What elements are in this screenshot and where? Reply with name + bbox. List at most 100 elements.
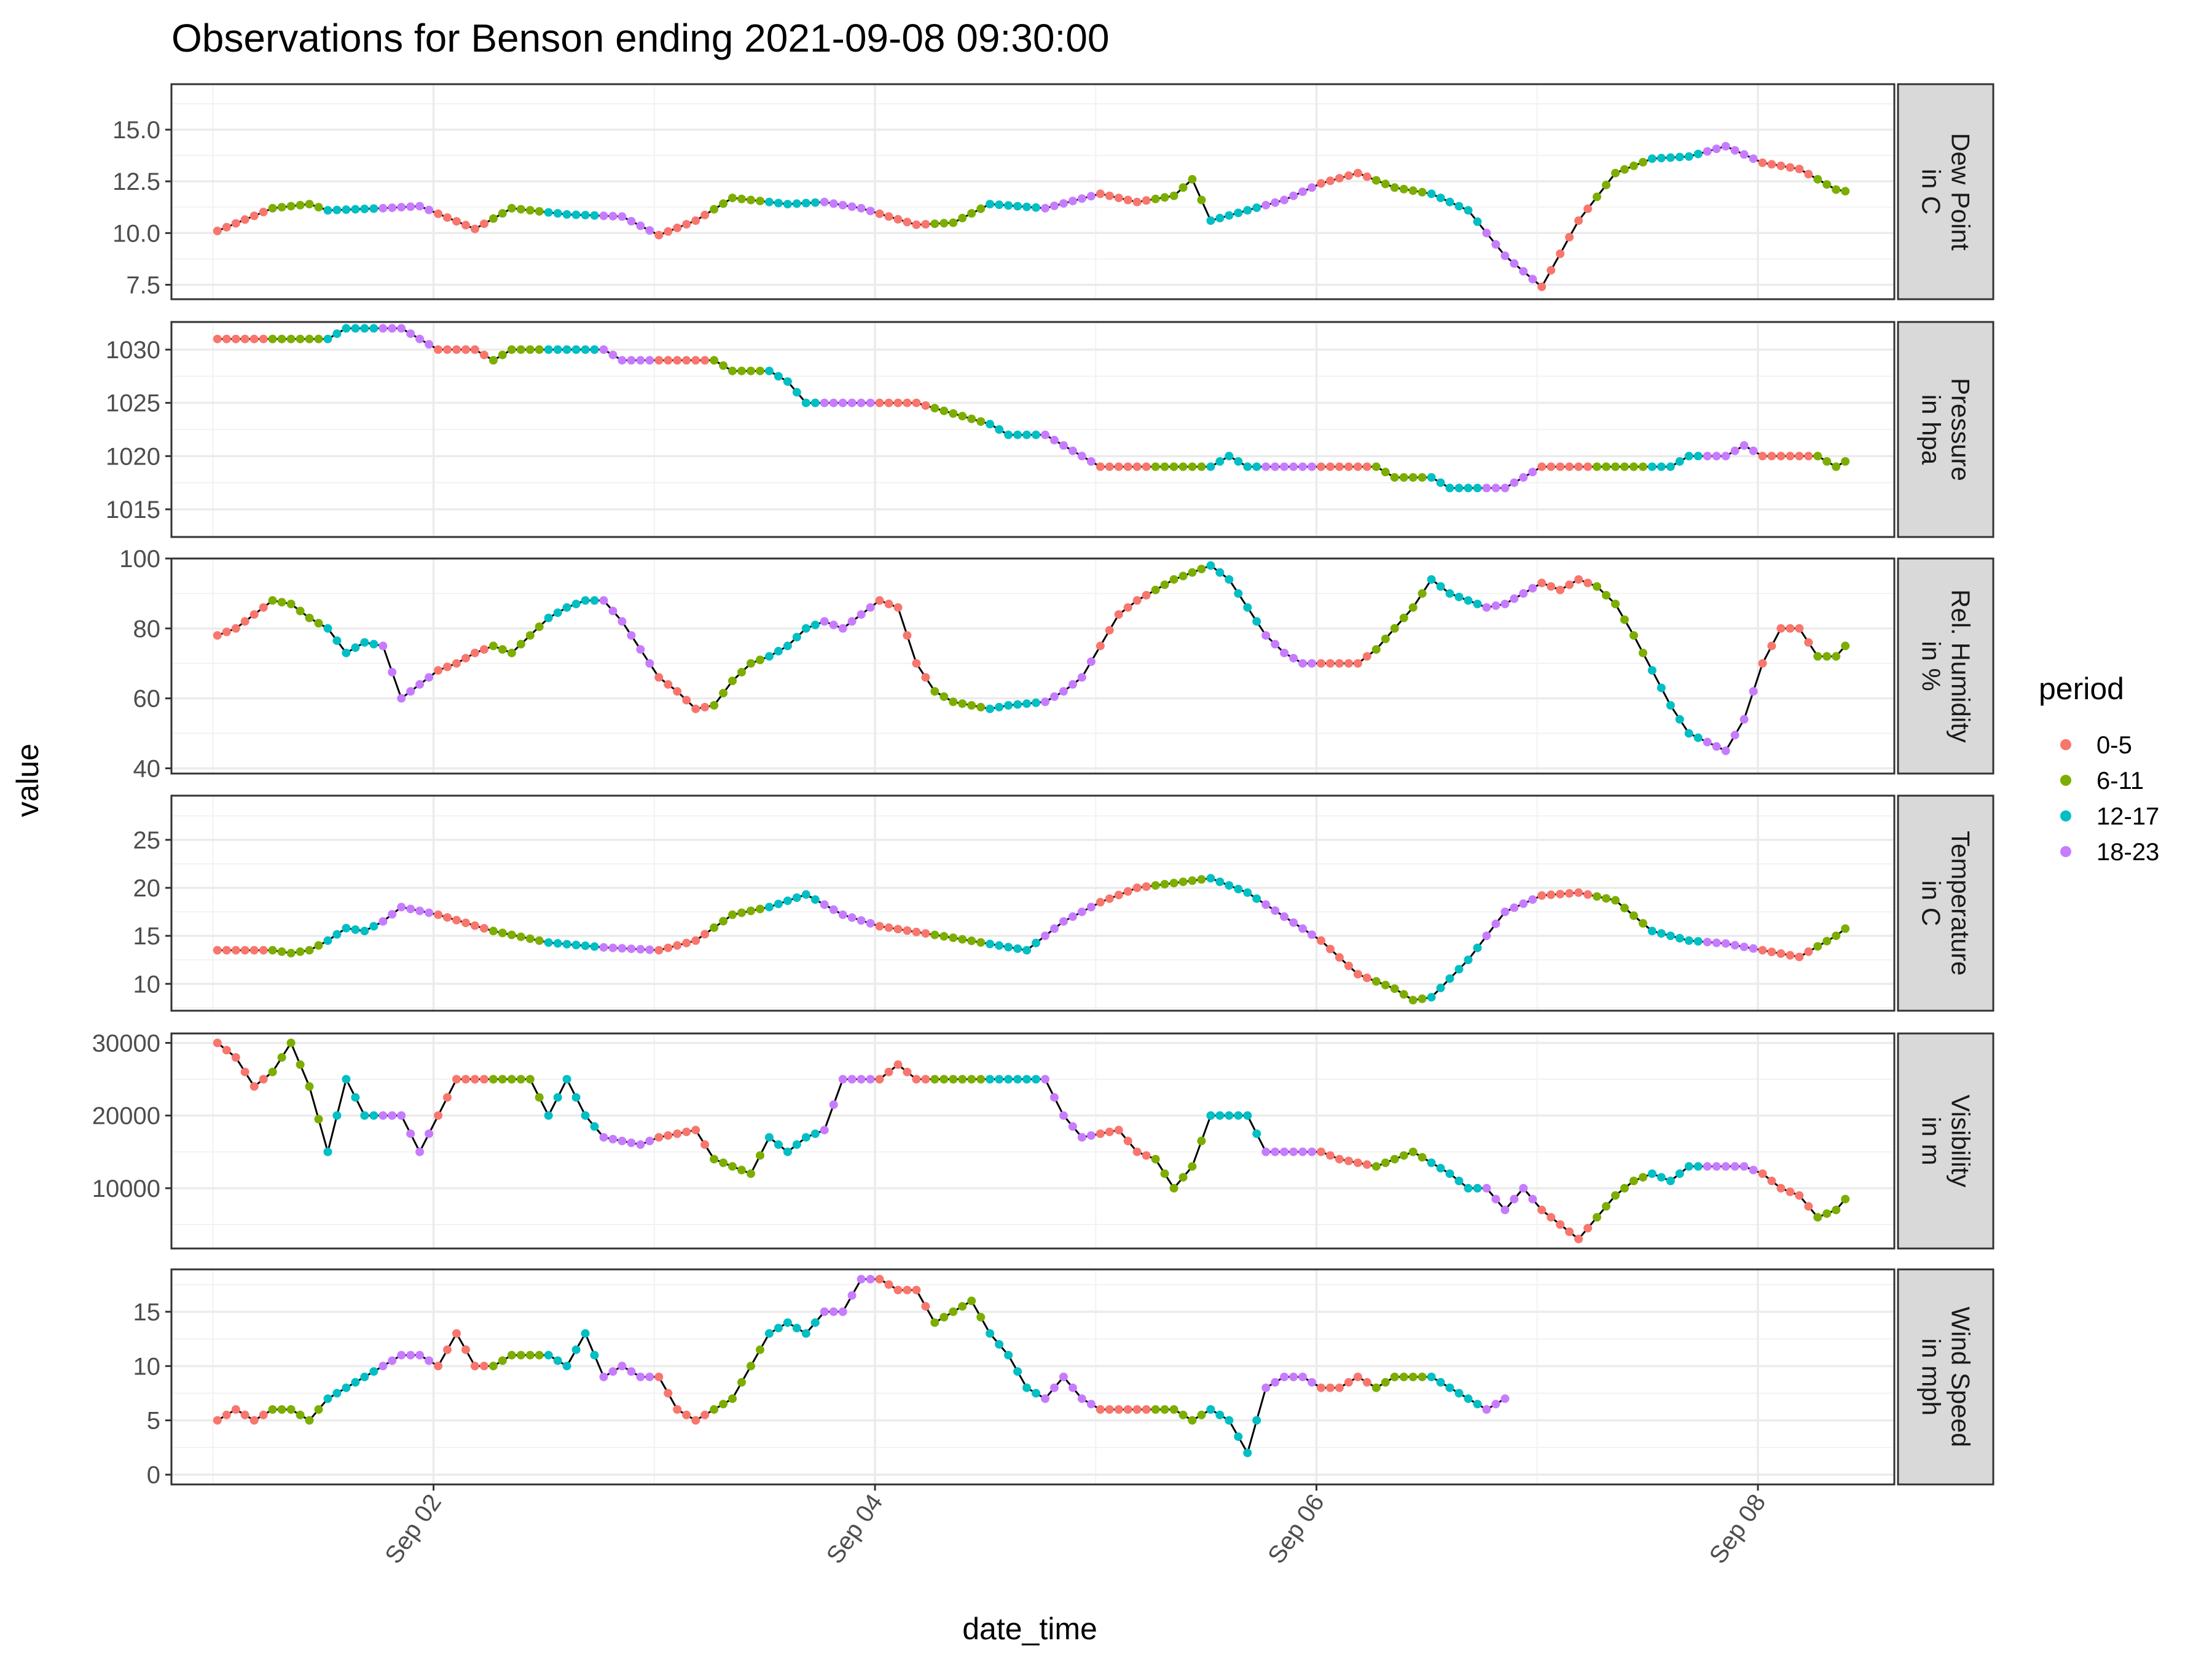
data-point <box>1675 715 1684 724</box>
data-point <box>1758 1169 1767 1178</box>
data-point <box>1068 446 1077 455</box>
data-point <box>1225 452 1234 461</box>
data-point <box>388 910 397 919</box>
data-point <box>949 697 958 707</box>
data-point <box>719 917 728 926</box>
data-point <box>1666 931 1675 941</box>
data-point <box>1132 884 1142 892</box>
data-point <box>1418 1153 1427 1162</box>
data-point <box>1280 1147 1289 1156</box>
data-point <box>1408 603 1418 612</box>
data-point <box>1308 462 1316 471</box>
data-point <box>1151 1154 1160 1164</box>
data-point <box>1721 939 1730 948</box>
data-point <box>1004 1075 1013 1084</box>
data-point <box>1049 692 1059 701</box>
data-point <box>1225 881 1234 890</box>
data-point <box>360 1111 369 1120</box>
data-point <box>1832 462 1841 471</box>
data-point <box>756 656 764 664</box>
data-point <box>1252 617 1261 626</box>
data-point <box>1169 575 1179 584</box>
data-point <box>1482 931 1491 941</box>
data-point <box>507 930 516 939</box>
data-point <box>581 211 590 220</box>
data-point <box>1500 907 1510 917</box>
data-point <box>1657 929 1666 938</box>
data-point <box>296 200 305 210</box>
series-line <box>217 877 1846 1002</box>
y-tick-label: 15.0 <box>112 117 160 144</box>
data-point <box>995 941 1004 950</box>
data-point <box>434 910 443 919</box>
data-point <box>1041 697 1049 707</box>
data-point <box>249 334 259 343</box>
data-point <box>1032 1389 1040 1398</box>
data-point <box>1077 1394 1086 1403</box>
data-point <box>1537 578 1547 587</box>
data-point <box>618 356 627 365</box>
y-tick-label: 20 <box>133 875 161 902</box>
data-point <box>1362 1160 1371 1169</box>
data-point <box>1335 953 1344 962</box>
data-point <box>479 350 488 359</box>
facet-strip-label: Wind Speedin mph <box>1917 1307 1975 1448</box>
y-tick-label: 1015 <box>106 496 160 523</box>
data-point <box>691 1416 700 1425</box>
data-point <box>507 1075 516 1084</box>
data-point <box>1620 903 1629 912</box>
data-point <box>249 946 259 955</box>
data-point <box>1537 462 1547 471</box>
data-point <box>673 223 682 232</box>
data-point <box>1390 624 1399 633</box>
data-point <box>1436 1378 1445 1387</box>
data-point <box>1473 1183 1482 1193</box>
data-point <box>406 904 415 914</box>
data-point <box>1675 1169 1684 1178</box>
data-point <box>342 1075 351 1084</box>
data-point <box>516 205 525 214</box>
data-point <box>1804 1202 1813 1211</box>
data-point <box>1684 729 1693 738</box>
data-point <box>268 1067 277 1076</box>
data-point <box>599 943 608 952</box>
data-point <box>1261 462 1271 471</box>
data-point <box>1602 894 1610 903</box>
data-point <box>1151 881 1160 890</box>
y-tick-label: 15 <box>133 1299 161 1326</box>
data-point <box>470 648 479 657</box>
data-point <box>581 1329 590 1338</box>
data-point <box>654 1373 664 1381</box>
data-point <box>986 1075 995 1084</box>
data-point <box>1491 601 1500 610</box>
data-point <box>1822 180 1832 189</box>
data-point <box>535 1350 544 1360</box>
data-point <box>434 345 443 354</box>
data-point <box>1758 946 1767 955</box>
data-point <box>1739 150 1749 159</box>
data-point <box>1197 462 1206 471</box>
data-point <box>1059 1373 1068 1381</box>
data-point <box>1482 484 1491 493</box>
data-point <box>1032 1075 1040 1084</box>
data-point <box>1179 571 1188 581</box>
data-point <box>277 1053 286 1062</box>
data-point <box>461 221 470 230</box>
data-point <box>1528 1194 1537 1204</box>
data-point <box>1758 659 1767 668</box>
data-point <box>1308 183 1316 192</box>
data-point <box>1197 1410 1206 1419</box>
data-point <box>1179 1173 1188 1182</box>
data-point <box>1234 1432 1243 1441</box>
data-point <box>1556 890 1565 899</box>
data-point <box>608 1367 618 1376</box>
data-point <box>277 947 286 956</box>
data-point <box>1556 1220 1565 1229</box>
y-tick-label: 10 <box>133 1353 161 1380</box>
data-point <box>976 702 986 711</box>
data-point <box>1335 659 1344 668</box>
data-point <box>388 1111 397 1120</box>
data-point <box>627 356 636 365</box>
data-point <box>1638 462 1647 471</box>
